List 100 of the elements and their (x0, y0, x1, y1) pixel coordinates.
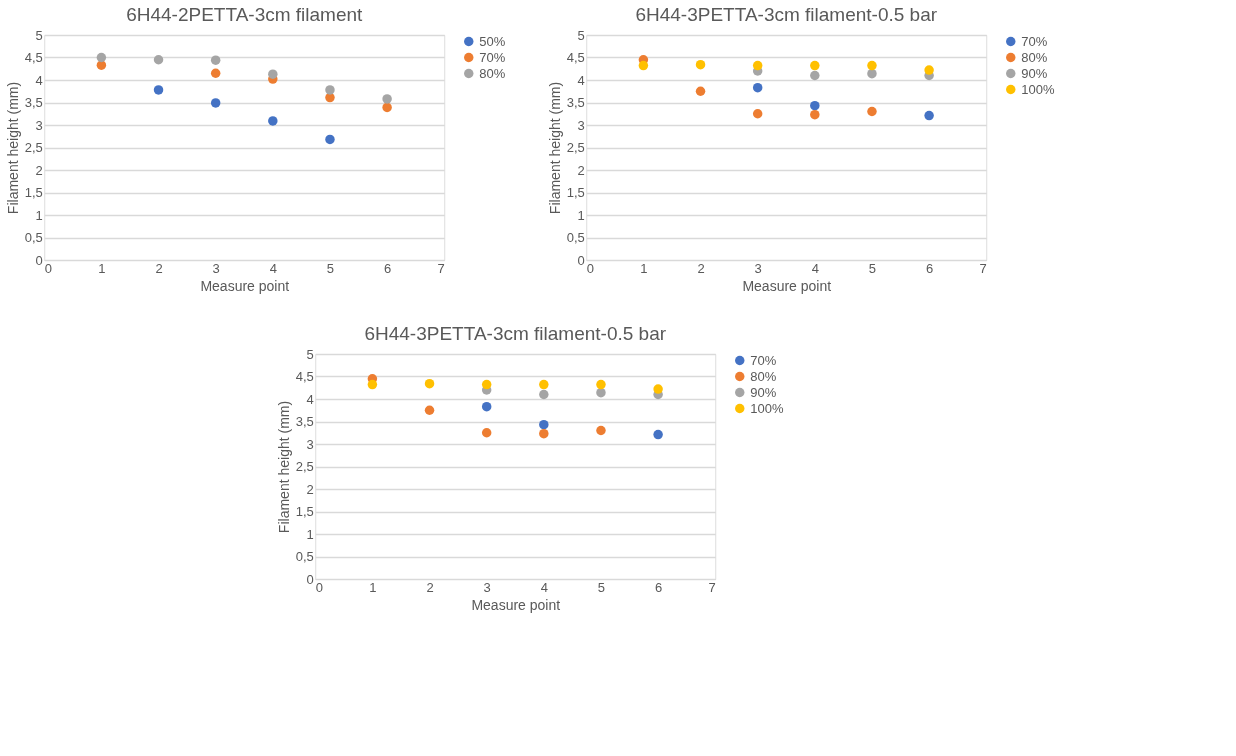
legend-label: 100% (750, 400, 784, 416)
chart-title: 6H44-2PETTA-3cm filament (126, 4, 364, 25)
y-tick-label: 4,5 (295, 369, 314, 384)
point (638, 60, 649, 71)
x-tick-label: 2 (155, 260, 163, 276)
y-tick-label: 4 (577, 72, 585, 88)
chart-title: 6H44-3PETTA-3cm filament-0.5 bar (635, 4, 938, 25)
x-tick-label: 6 (925, 260, 934, 276)
legend-label: 80% (750, 368, 777, 384)
y-tick-label: 2 (35, 162, 43, 178)
y-tick-label: 0,5 (295, 549, 314, 564)
point (752, 60, 763, 71)
x-tick-label: 5 (326, 260, 335, 276)
legend-label: 80% (479, 65, 506, 81)
y-tick-label: 4,5 (566, 50, 585, 65)
y-tick-label: 1 (306, 526, 314, 542)
chart-title: 6H44-3PETTA-3cm filament-0.5 bar (364, 323, 667, 344)
x-tick-label: 5 (597, 579, 606, 595)
x-tick-label: 3 (483, 579, 491, 595)
y-tick-label: 4,5 (24, 50, 43, 65)
point (653, 429, 663, 440)
y-tick-label: 0,5 (24, 230, 43, 245)
y-tick-label: 1,5 (295, 504, 314, 519)
x-tick-label: 4 (269, 260, 277, 276)
point (810, 100, 820, 111)
x-tick-label: 4 (811, 260, 819, 276)
legend-label: 50% (479, 33, 506, 49)
point (481, 428, 492, 438)
x-tick-label: 6 (383, 260, 392, 276)
point (210, 68, 221, 78)
y-tick-label: 1 (35, 207, 43, 223)
point (596, 387, 606, 398)
y-tick-label: 2,5 (566, 140, 585, 155)
x-axis-title: Measure point (200, 277, 290, 294)
point (752, 109, 763, 119)
y-tick-label: 1,5 (24, 185, 43, 200)
x-tick-label: 7 (708, 579, 716, 595)
point (653, 384, 663, 394)
y-tick-label: 4 (306, 391, 314, 407)
y-tick-label: 5 (35, 27, 43, 43)
y-tick-label: 3,5 (24, 95, 43, 110)
point (481, 401, 492, 412)
x-tick-label: 1 (369, 579, 377, 595)
legend-label: 70% (479, 49, 506, 65)
point (481, 379, 492, 390)
x-tick-label: 7 (437, 260, 445, 276)
point (539, 419, 549, 430)
legend-label: 90% (750, 384, 777, 400)
point (695, 59, 706, 70)
point (867, 106, 877, 117)
y-tick-label: 3,5 (295, 414, 314, 429)
y-tick-label: 2,5 (24, 140, 43, 155)
x-tick-label: 1 (640, 260, 648, 276)
point (695, 86, 706, 96)
legend-label: 70% (1021, 33, 1048, 49)
point (210, 55, 221, 65)
y-axis-title: Filament height (mm) (275, 400, 292, 534)
point (924, 65, 934, 75)
point (210, 98, 221, 108)
legend-label: 90% (1021, 65, 1048, 81)
y-tick-label: 2 (306, 481, 314, 497)
y-axis-title: Filament height (mm) (546, 81, 563, 215)
x-tick-label: 6 (654, 579, 663, 595)
point (424, 378, 435, 389)
point (382, 102, 392, 113)
point (596, 425, 606, 436)
y-tick-label: 5 (577, 27, 585, 43)
legend-label: 100% (1021, 81, 1055, 97)
legend-label: 70% (750, 352, 777, 368)
point (810, 109, 820, 120)
point (153, 55, 164, 65)
point (867, 68, 877, 79)
point (810, 70, 820, 81)
y-tick-label: 1 (577, 207, 585, 223)
y-tick-label: 2 (577, 162, 585, 178)
point (539, 389, 549, 400)
point (424, 405, 435, 415)
x-tick-label: 2 (426, 579, 434, 595)
point (325, 134, 335, 145)
point (96, 52, 107, 63)
y-axis-title: Filament height (mm) (4, 81, 21, 215)
x-tick-label: 3 (754, 260, 762, 276)
y-tick-label: 0,5 (566, 230, 585, 245)
point (596, 379, 606, 390)
x-tick-label: 3 (212, 260, 220, 276)
point (382, 94, 392, 104)
x-axis-title: Measure point (471, 596, 561, 613)
point (268, 69, 278, 79)
y-tick-label: 2,5 (295, 459, 314, 474)
point (539, 428, 549, 439)
point (752, 82, 763, 93)
y-tick-label: 3 (35, 117, 43, 133)
y-tick-label: 3 (306, 436, 314, 452)
y-tick-label: 1,5 (566, 185, 585, 200)
point (924, 110, 934, 121)
x-tick-label: 5 (868, 260, 877, 276)
x-axis-title: Measure point (742, 277, 832, 294)
point (325, 85, 335, 95)
x-tick-label: 4 (540, 579, 548, 595)
point (539, 379, 549, 390)
